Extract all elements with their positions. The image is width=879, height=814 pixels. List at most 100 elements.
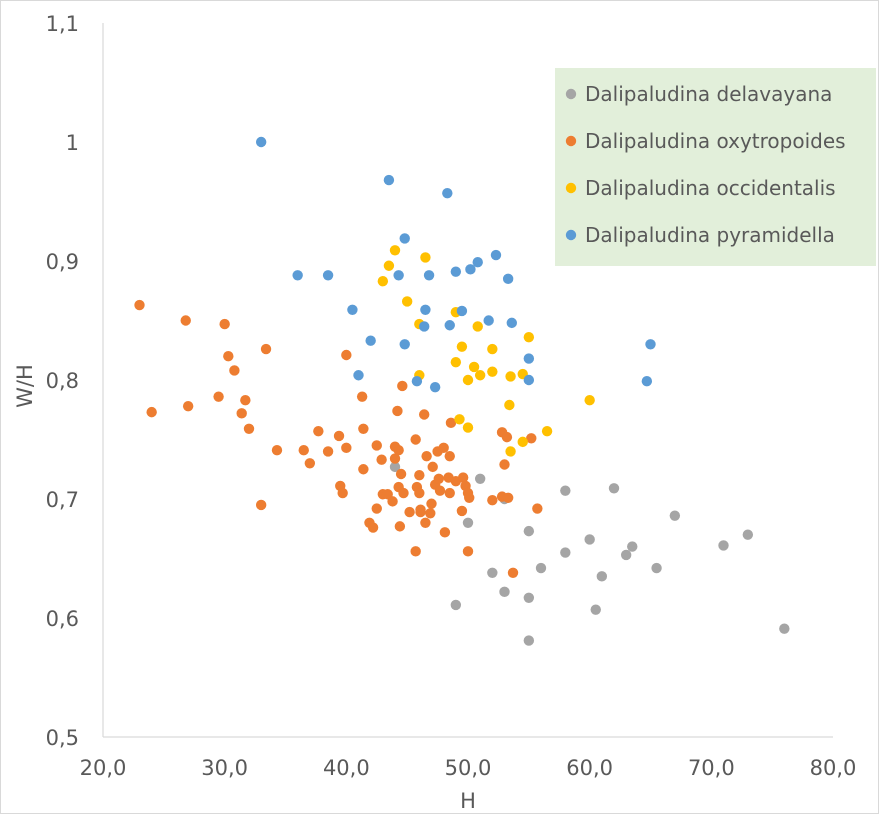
data-point bbox=[517, 436, 528, 448]
y-tick-label: 0,6 bbox=[46, 607, 79, 631]
data-point bbox=[504, 399, 515, 411]
data-point bbox=[450, 266, 462, 277]
data-point bbox=[411, 375, 423, 387]
data-point bbox=[560, 485, 571, 496]
data-point bbox=[255, 499, 267, 511]
data-point bbox=[419, 409, 430, 420]
data-point bbox=[337, 487, 348, 499]
data-point bbox=[347, 304, 358, 315]
data-point bbox=[444, 320, 455, 331]
data-point bbox=[444, 450, 455, 462]
data-point bbox=[645, 339, 656, 350]
legend-marker bbox=[565, 88, 577, 100]
data-point bbox=[146, 406, 157, 418]
data-point bbox=[450, 599, 462, 611]
data-point bbox=[419, 321, 430, 332]
data-point bbox=[487, 343, 498, 355]
data-point bbox=[457, 472, 469, 483]
x-tick-label: 40,0 bbox=[323, 756, 370, 780]
data-point bbox=[404, 506, 415, 518]
data-point bbox=[523, 353, 535, 364]
data-point bbox=[560, 547, 571, 558]
data-point bbox=[502, 273, 514, 285]
legend-label: Dalipaludina occidentalis bbox=[585, 176, 836, 200]
data-point bbox=[483, 315, 494, 326]
legend: Dalipaludina delavayana Dalipaludina oxyt… bbox=[555, 68, 876, 266]
legend-background bbox=[555, 68, 876, 266]
data-point bbox=[353, 370, 364, 381]
data-point bbox=[240, 395, 251, 406]
data-point bbox=[505, 371, 516, 382]
data-point bbox=[651, 562, 662, 574]
data-point bbox=[134, 299, 145, 311]
data-point bbox=[456, 341, 468, 352]
data-point bbox=[383, 260, 395, 271]
data-point bbox=[669, 510, 681, 521]
y-tick-label: 1,1 bbox=[46, 12, 79, 36]
data-point bbox=[414, 470, 425, 481]
data-point bbox=[450, 356, 462, 368]
data-point bbox=[358, 464, 369, 475]
x-tick-label: 50,0 bbox=[445, 756, 492, 780]
data-point bbox=[535, 562, 547, 574]
data-point bbox=[421, 450, 432, 462]
data-point bbox=[399, 339, 410, 350]
data-point bbox=[433, 473, 444, 484]
data-point bbox=[395, 468, 407, 480]
data-point bbox=[487, 567, 498, 578]
data-point bbox=[410, 434, 421, 445]
data-point bbox=[236, 408, 247, 419]
data-point bbox=[392, 405, 403, 417]
x-tick-label: 30,0 bbox=[201, 756, 248, 780]
legend-label: Dalipaludina oxytropoides bbox=[585, 129, 846, 153]
data-point bbox=[442, 187, 453, 199]
data-point bbox=[718, 540, 729, 551]
data-point bbox=[523, 525, 535, 537]
data-point bbox=[523, 592, 535, 603]
data-point bbox=[358, 423, 369, 434]
data-point bbox=[532, 503, 543, 514]
data-point bbox=[341, 442, 352, 454]
data-point bbox=[523, 331, 535, 343]
data-point bbox=[292, 270, 303, 281]
data-point bbox=[468, 361, 480, 373]
data-point bbox=[507, 567, 519, 578]
data-point bbox=[499, 586, 510, 598]
data-point bbox=[462, 517, 474, 528]
data-point bbox=[322, 446, 334, 457]
data-point bbox=[398, 487, 409, 499]
data-point bbox=[426, 498, 437, 509]
x-tick-label: 20,0 bbox=[80, 756, 127, 780]
data-point bbox=[465, 264, 476, 275]
data-point bbox=[584, 534, 595, 545]
data-point bbox=[313, 425, 324, 437]
data-point bbox=[420, 252, 431, 263]
data-point bbox=[487, 494, 498, 506]
data-point bbox=[474, 473, 486, 484]
x-tick-label: 70,0 bbox=[688, 756, 735, 780]
data-point bbox=[182, 400, 194, 412]
x-tick-label: 80,0 bbox=[810, 756, 857, 780]
data-point bbox=[367, 522, 379, 533]
data-point bbox=[415, 504, 426, 515]
data-point bbox=[180, 315, 191, 326]
data-point bbox=[590, 604, 601, 615]
data-point bbox=[420, 304, 431, 315]
data-point bbox=[255, 136, 267, 148]
data-point bbox=[472, 256, 483, 268]
data-point bbox=[505, 446, 516, 457]
data-point bbox=[427, 461, 438, 473]
data-point bbox=[389, 453, 401, 464]
data-point bbox=[376, 454, 387, 465]
data-point bbox=[501, 431, 513, 443]
data-point bbox=[389, 461, 401, 473]
data-point bbox=[499, 459, 510, 470]
data-point bbox=[423, 270, 435, 281]
y-tick-labels: 0,5 0,6 0,7 0,8 0,9 1 1,1 bbox=[46, 12, 79, 750]
data-point bbox=[487, 366, 498, 377]
data-points bbox=[134, 136, 790, 646]
data-point bbox=[438, 442, 449, 454]
data-point bbox=[394, 521, 406, 532]
data-point bbox=[393, 270, 404, 281]
